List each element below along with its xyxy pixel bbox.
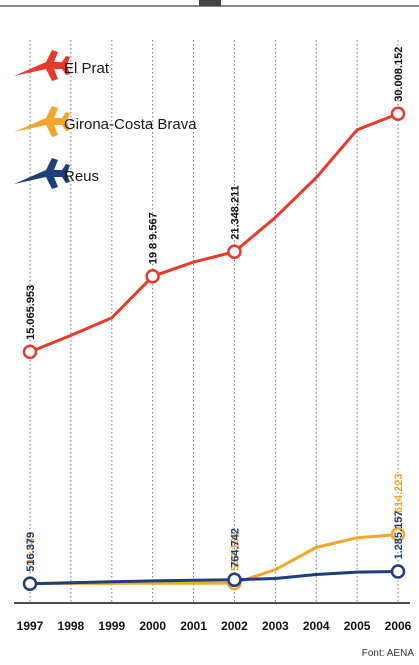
data-label-el-prat-2000: 19 8 9.567 [148,212,160,264]
legend-label-girona: Girona-Costa Brava [64,116,197,133]
x-tick-1997: 1997 [17,619,44,633]
series-layer [22,106,406,592]
data-point-reus-2002 [227,572,242,588]
source-label: Font: AENA [362,648,415,659]
data-point-el-prat-2006 [390,106,406,121]
series-line-girona-costa-brava [28,532,400,585]
x-tick-1999: 1999 [98,619,125,633]
legend-item-el-prat: El Prat [14,50,110,81]
x-tick-2001: 2001 [180,619,207,633]
x-tick-2004: 2004 [303,619,330,633]
x-tick-1998: 1998 [58,619,85,633]
x-tick-2002: 2002 [221,619,248,633]
data-label-girona-costa-brava-2002: 557.187 [229,531,241,571]
data-point-reus-1997 [22,576,38,592]
x-tick-2006: 2006 [385,619,412,633]
data-point-el-prat-2000 [145,269,160,284]
data-labels: 15.065.953 19 8 9.567 21.348.211 30.008.152… [25,47,405,572]
data-label-reus-2006: 1.285.157 [393,511,405,560]
legend-label-reus: Reus [64,168,99,185]
airplane-icon [14,106,70,137]
data-label-reus-2002: 764.742 [229,528,241,568]
airplane-icon [14,158,70,189]
legend-item-reus: Reus [14,158,99,189]
top-rule-notch [199,0,221,6]
grid-lines [29,40,399,603]
data-point-el-prat-2002 [227,244,242,260]
airplane-icon [14,50,70,81]
series-line-el-prat [28,112,400,354]
data-point-girona-costa-brava-2006 [390,527,406,542]
series-line-reus [28,570,400,586]
legend-label-el-prat: El Prat [64,60,110,77]
legend: El Prat Girona-Costa Brava Reus [14,50,197,189]
x-tick-2005: 2005 [344,619,371,633]
data-label-girona-costa-brava-2006: 3.614.223 [393,473,405,522]
legend-item-girona: Girona-Costa Brava [14,106,197,137]
data-label-el-prat-2006: 30.008.152 [393,47,405,102]
x-tick-2003: 2003 [262,619,289,633]
data-label-reus-1997: 516.379 [25,532,37,572]
x-tick-labels: 1997 1998 1999 2000 2001 2002 2003 2004 2005 2006 [17,619,412,633]
data-point-el-prat-1997 [22,344,38,360]
data-label-el-prat-2002: 21.348.211 [229,185,241,239]
x-tick-2000: 2000 [139,619,166,633]
data-label-girona-costa-brava-1997: 533.845 [25,532,37,572]
data-point-reus-2006 [390,564,406,579]
data-label-el-prat-1997: 15.065.953 [25,285,37,340]
